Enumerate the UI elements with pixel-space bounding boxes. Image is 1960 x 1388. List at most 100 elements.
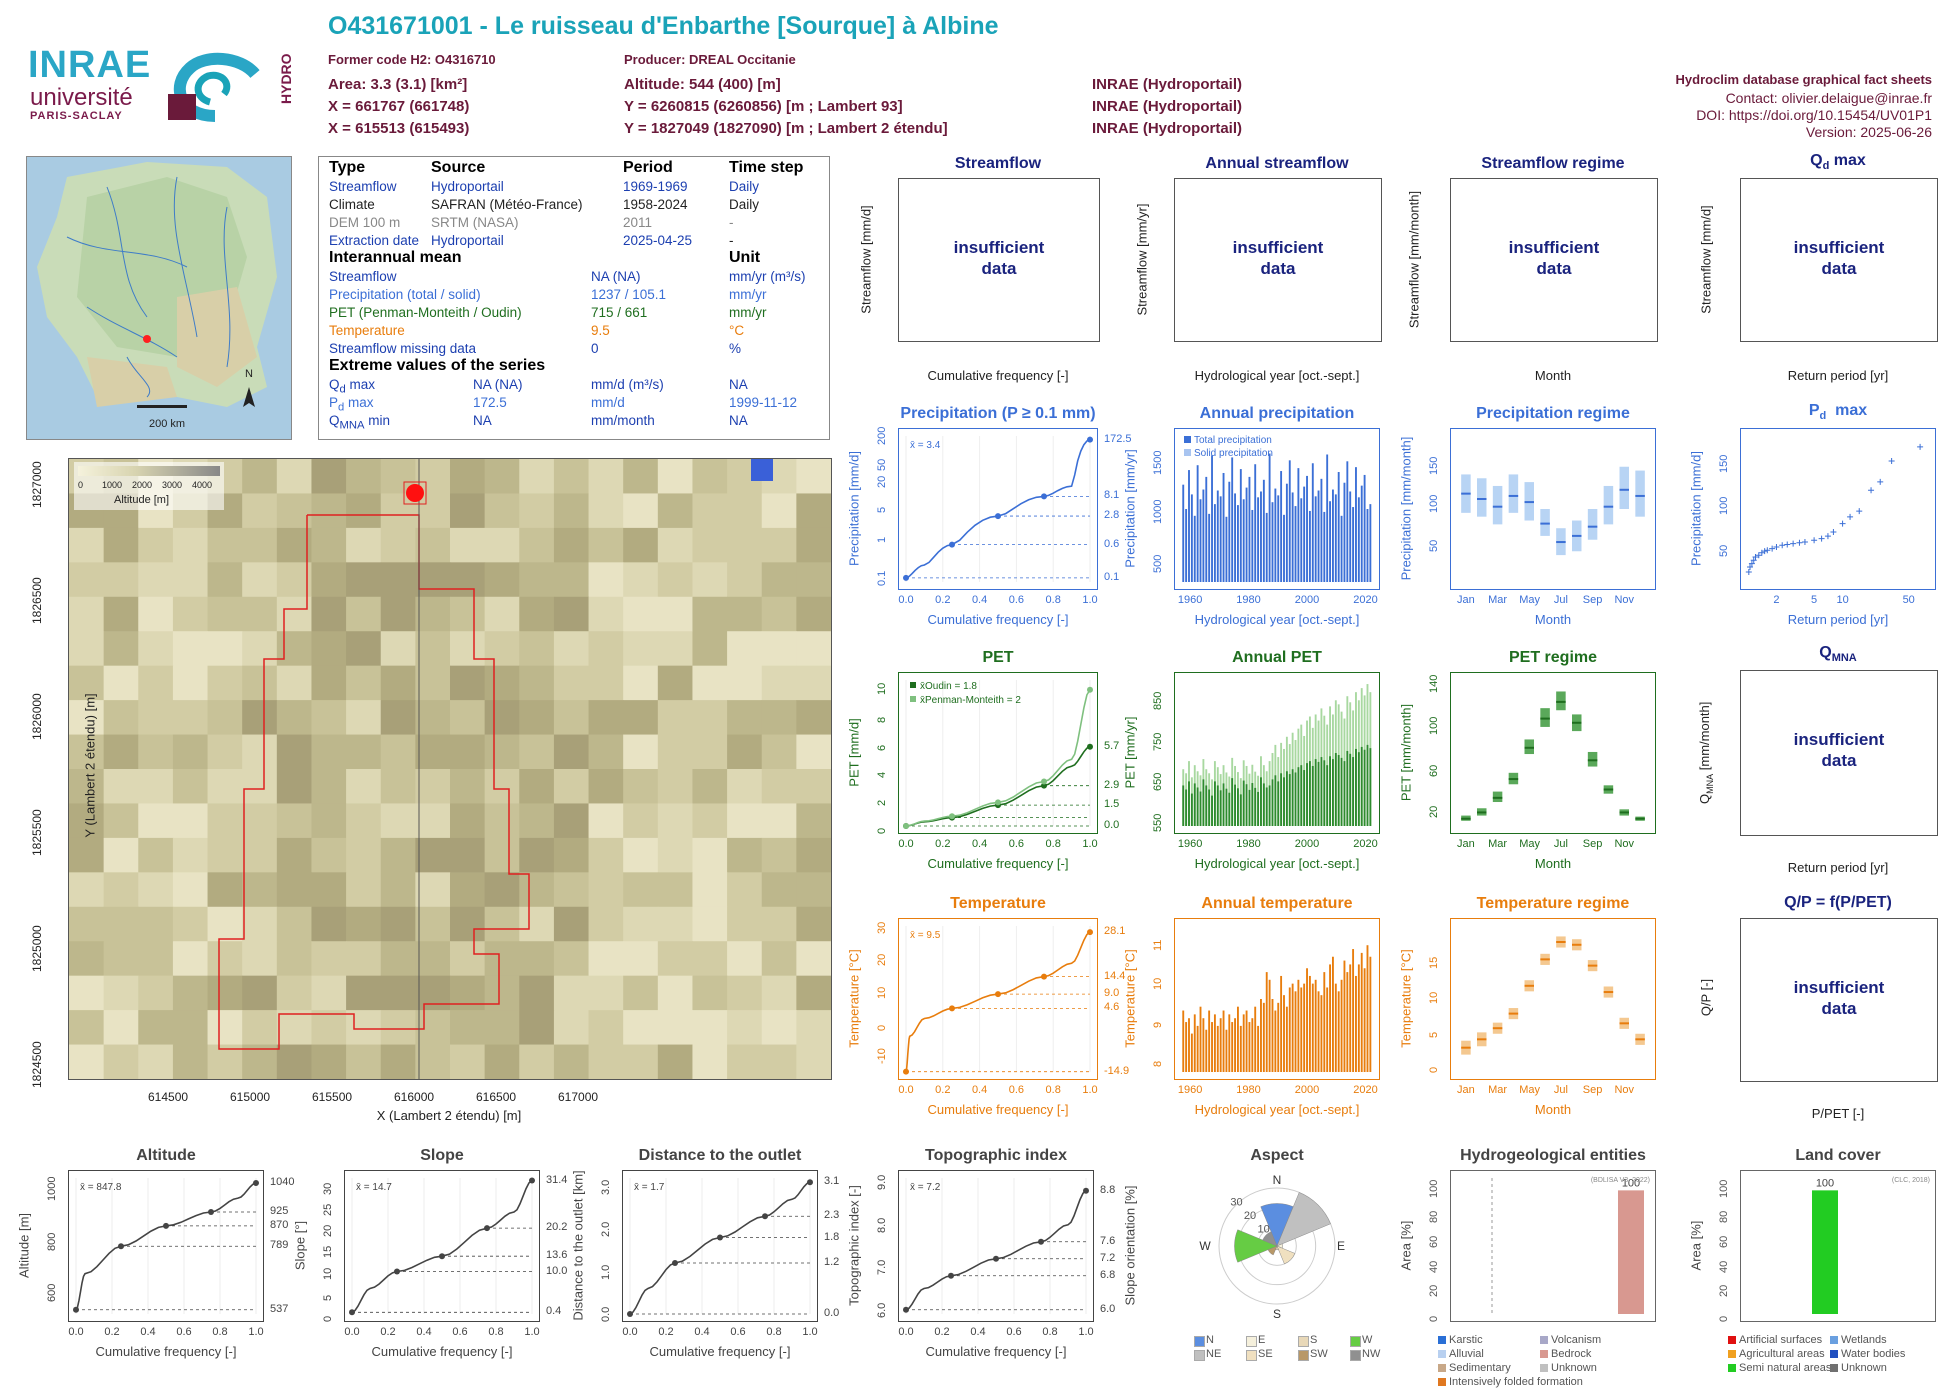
precip-cdf-xtick: 0.8 [1045,594,1061,606]
topo-index-xtick: 0.6 [1006,1326,1022,1338]
terrain-cell [588,769,624,804]
slope-right-label: 13.6 [546,1249,568,1262]
map-ytick: 1824500 [30,1041,44,1088]
extreme-sub: d [339,383,346,396]
annual-bar [1228,792,1231,826]
altitude-xtick: 0.4 [140,1326,156,1338]
annual-bar [1329,501,1331,582]
terrain-cell [172,872,209,908]
mean-label: x̄Penman-Monteith = 2 [920,695,1021,706]
terrain-cell [727,837,763,873]
terrain-cell [727,1010,763,1046]
compass-label: W [1199,1239,1211,1253]
info-row-period: 2025-04-25 [623,233,693,248]
annual-bar [1260,777,1262,826]
terrain-cell [553,837,590,873]
outlet-marker-icon [406,484,424,502]
terrain-cell [346,493,382,529]
extreme-date: NA [729,377,748,392]
terrain-cell [761,769,797,804]
land-cover-ytick: 100 [1718,1180,1730,1199]
terrain-cell [519,803,555,839]
extreme-point [1790,540,1797,547]
annual-bar [1349,753,1352,826]
annual-bar [1199,791,1202,826]
altitude-xtick: 0.0 [68,1326,84,1338]
regime-box [1524,739,1534,755]
terrain-cell [657,459,693,494]
legend-swatch [1830,1364,1838,1372]
annual-temp-ytick: 8 [1152,1060,1164,1067]
plot-frame [898,918,1098,1080]
map-xtick: 614500 [148,1090,189,1104]
info-header-period: Period [623,159,673,176]
pet-regime-ytick: 20 [1428,806,1440,819]
legend-swatch [1298,1336,1309,1347]
annual-bar [1196,465,1199,582]
extreme-point [1750,557,1757,564]
terrain-cell [796,941,831,977]
annual-bar [1257,1025,1260,1072]
annual-bar [1306,763,1308,826]
annual-bar [1291,492,1294,582]
terrain-cell [796,700,831,736]
pet-regime-xtick: Sep [1582,838,1603,850]
terrain-cell [242,906,278,942]
terrain-cell [311,700,347,736]
terrain-cell [172,631,209,667]
terrain-cell [623,906,659,942]
precip-regime-ytick: 50 [1428,539,1440,552]
area-bar [1618,1190,1644,1314]
terrain-cell [138,596,174,632]
annual-bar [1254,1006,1257,1072]
terrain-cell [657,631,693,667]
university-logo-text: université [30,84,133,111]
terrain-cell [172,665,209,701]
terrain-cell [588,872,624,908]
terrain-cell [623,700,659,736]
annual-bar [1262,783,1265,826]
terrain-cell [761,975,797,1011]
plot-frame [1740,428,1936,590]
ring-label: 30 [1230,1196,1242,1208]
annual-bar [1288,460,1291,582]
topo-index-ylabel: Topographic index [-] [846,1185,862,1306]
annual-bar [1225,1029,1228,1072]
altitude-right-label: 789 [270,1239,289,1252]
terrain-cell [623,837,659,873]
terrain-cell [138,734,174,770]
altitude-right-label: 537 [270,1302,289,1315]
terrain-cell [623,872,659,908]
annual-bar [1271,502,1274,582]
annual-bar [1196,787,1199,826]
temp-regime-ytick: 0 [1428,1066,1440,1074]
precip-cdf-xlabel: Cumulative frequency [-] [927,612,1069,627]
annual-bar [1300,498,1303,582]
annual-bar [1366,509,1369,582]
pd-max-xtick: 10 [1836,594,1849,606]
terrain-cell [172,803,209,839]
terrain-cell [727,562,763,598]
plot-frame [1174,672,1380,834]
mean-name: Streamflow missing data [329,341,477,356]
terrain-cell [415,527,451,563]
north-arrow-icon [243,387,255,407]
terrain-cell [692,1044,728,1079]
annual-bar [1239,794,1242,826]
legend-swatch [1246,1350,1257,1361]
precip-cdf-ytick: 5 [876,507,888,514]
terrain-cell [657,1010,693,1046]
terrain-cell [138,1044,174,1079]
annual-bar [1360,746,1363,826]
terrain-cell [242,596,278,632]
precip-cdf-ytick: 20 [876,475,888,488]
annual-bar [1208,789,1211,826]
temp-cdf-right-label: 14.4 [1104,969,1126,982]
mean-label: x̄ = 14.7 [356,1182,392,1193]
terrain-cell [623,941,659,977]
terrain-cell [380,562,416,598]
regime-box [1508,474,1519,513]
terrain-cell [623,596,659,632]
annual-precip-plot: Total precipitation Solid precipitation [1174,428,1380,590]
terrain-cell [69,975,105,1011]
